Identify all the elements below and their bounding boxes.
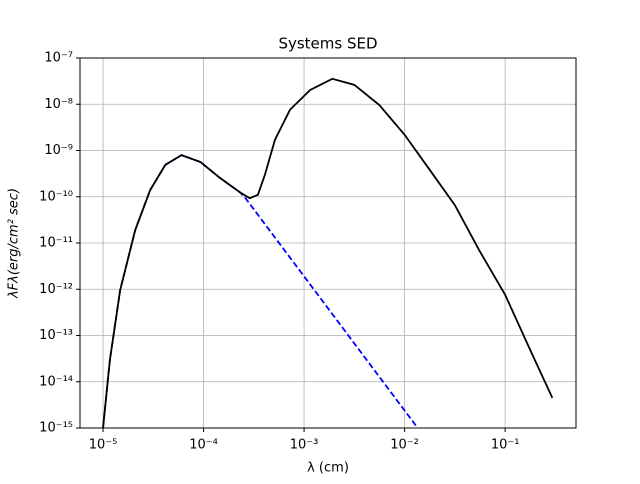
x-tick-label: 10⁻⁴ [189,438,218,453]
x-tick-label: 10⁻² [390,438,419,453]
x-tick-label: 10⁻¹ [491,438,520,453]
chart-title: Systems SED [278,35,377,53]
y-tick-label: 10⁻¹³ [39,328,73,343]
y-tick-label: 10⁻⁹ [44,143,73,158]
x-tick-label: 10⁻⁵ [89,438,118,453]
y-tick-label: 10⁻¹⁴ [39,374,73,389]
plot-frame [79,57,577,429]
y-tick-label: 10⁻⁸ [44,97,73,112]
x-tick-label: 10⁻³ [290,438,319,453]
y-tick-label: 10⁻¹⁵ [39,421,73,436]
y-axis-label: λFλ(erg/cm² sec) [7,188,22,299]
y-tick-label: 10⁻¹¹ [39,236,73,251]
series-line [102,77,554,428]
y-tick-label: 10⁻¹⁰ [39,189,73,204]
y-tick-label: 10⁻¹² [39,282,73,297]
x-axis-label: λ (cm) [307,461,349,476]
y-tick-label: 10⁻⁷ [44,51,73,66]
